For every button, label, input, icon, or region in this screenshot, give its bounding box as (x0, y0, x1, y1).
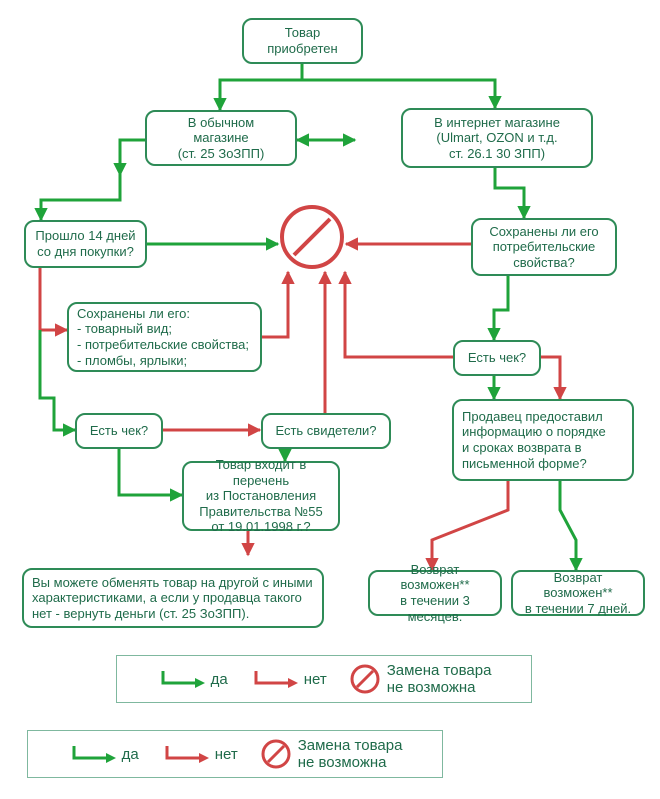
node-preserved1: Сохранены ли его: - товарный вид; - потр… (67, 302, 262, 372)
legend-prohibit: Замена товара не возможна (260, 737, 403, 771)
edge (262, 272, 288, 337)
legend-2: да нет Замена товара не возможна (27, 730, 443, 778)
edge (345, 272, 453, 357)
node-witness: Есть свидетели? (261, 413, 391, 449)
legend-no: нет (250, 667, 327, 691)
legend-no: нет (161, 742, 238, 766)
edge (495, 168, 524, 218)
prohibit-icon (279, 204, 345, 270)
node-online: В интернет магазине (Ulmart, OZON и т.д.… (401, 108, 593, 168)
legend-prohibit-label: Замена товара не возможна (387, 662, 492, 696)
node-regular: В обычном магазине (ст. 25 ЗоЗПП) (145, 110, 297, 166)
legend-yes: да (157, 667, 228, 691)
legend-prohibit-label: Замена товара не возможна (298, 737, 403, 771)
legend-no-label: нет (215, 746, 238, 763)
node-days14: Прошло 14 дней со дня покупки? (24, 220, 147, 268)
node-decree: Товар входит в перечень из Постановления… (182, 461, 340, 531)
edge (119, 449, 182, 495)
legend-1: да нет Замена товара не возможна (116, 655, 532, 703)
edge (302, 64, 495, 108)
node-hascheck1: Есть чек? (75, 413, 163, 449)
legend-no-label: нет (304, 671, 327, 688)
edge (220, 64, 302, 110)
legend-yes-label: да (211, 671, 228, 688)
edge (40, 268, 67, 330)
legend-yes: да (68, 742, 139, 766)
edge (541, 357, 560, 399)
node-exchange: Вы можете обменять товар на другой с ины… (22, 568, 324, 628)
node-return3m: Возврат возможен** в течении 3 месяцев. (368, 570, 502, 616)
legend-prohibit: Замена товара не возможна (349, 662, 492, 696)
node-start: Товар приобретен (242, 18, 363, 64)
edge (41, 175, 120, 220)
node-hascheck2: Есть чек? (453, 340, 541, 376)
node-sellerinfo: Продавец предоставил информацию о порядк… (452, 399, 634, 481)
edge (432, 481, 508, 570)
node-return7d: Возврат возможен** в течении 7 дней. (511, 570, 645, 616)
node-preserved2: Сохранены ли его потребительские свойств… (471, 218, 617, 276)
edge (120, 140, 145, 175)
edge (494, 276, 508, 340)
edge (560, 481, 576, 570)
flowchart-canvas: Товар приобретен В обычном магазине (ст. … (0, 0, 660, 799)
legend-yes-label: да (122, 746, 139, 763)
